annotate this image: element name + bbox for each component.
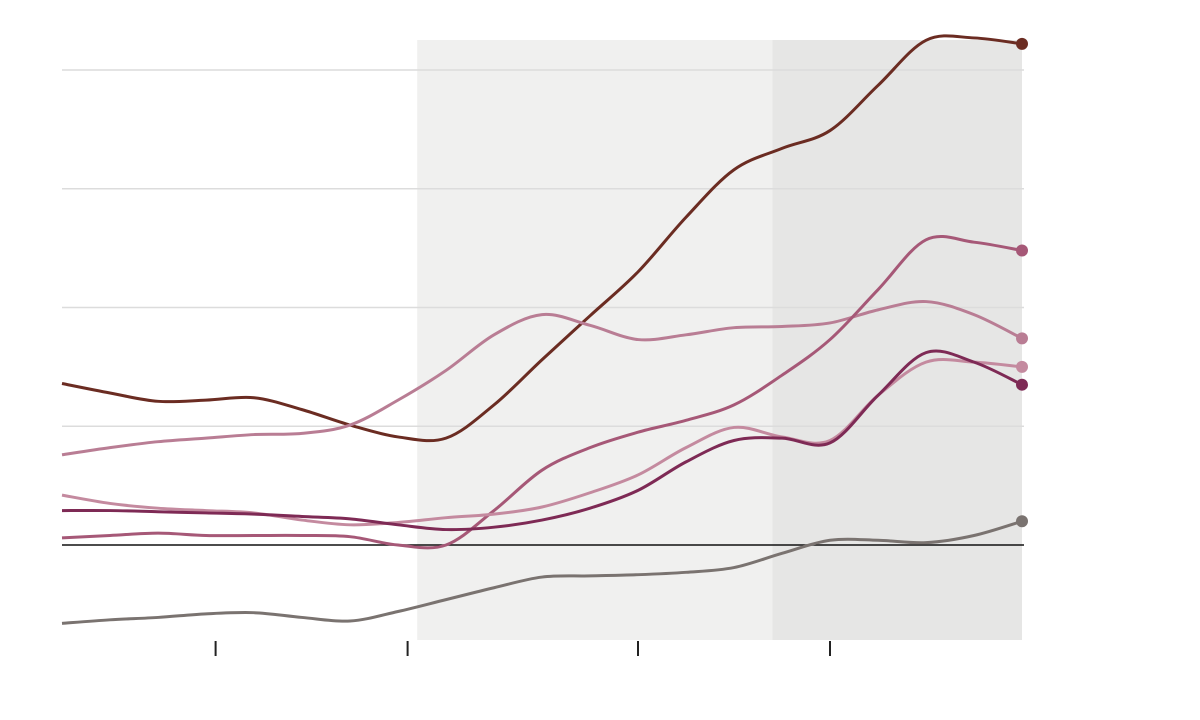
end-point xyxy=(1016,378,1028,391)
end-point xyxy=(1016,515,1028,528)
end-point xyxy=(1016,244,1028,257)
end-point xyxy=(1016,332,1028,345)
shaded-region xyxy=(772,40,1022,640)
series-line xyxy=(61,349,1023,532)
end-point xyxy=(1016,37,1028,50)
series-line xyxy=(61,235,1023,550)
shaded-region xyxy=(417,40,773,640)
series-line xyxy=(61,519,1023,625)
end-point xyxy=(1016,360,1028,373)
series-line xyxy=(61,34,1023,443)
series-line xyxy=(61,300,1023,457)
